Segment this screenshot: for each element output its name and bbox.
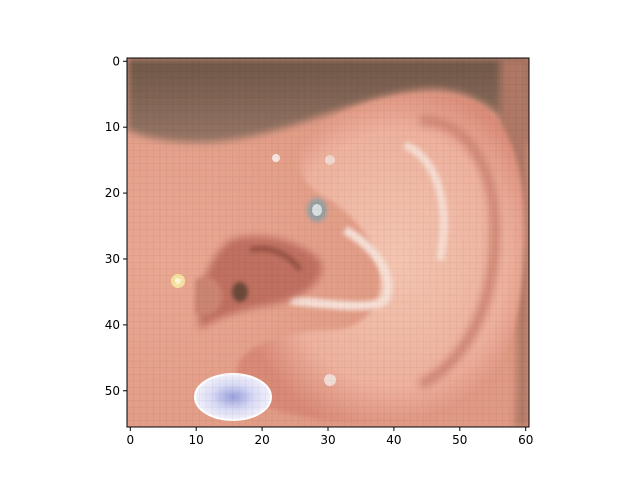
x-tick-label: 60 — [518, 433, 533, 447]
x-axis: 0 10 20 30 40 50 60 — [126, 427, 533, 447]
y-tick-label: 10 — [105, 120, 120, 134]
y-tick-label: 20 — [105, 186, 120, 200]
y-tick-label: 0 — [112, 54, 120, 68]
x-tick-label: 50 — [452, 433, 467, 447]
y-tick-label: 40 — [105, 318, 120, 332]
x-tick-label: 30 — [320, 433, 335, 447]
x-tick-label: 20 — [254, 433, 269, 447]
y-tick-label: 30 — [105, 252, 120, 266]
x-tick-label: 40 — [386, 433, 401, 447]
heatmap-image — [127, 58, 529, 427]
x-tick-label: 10 — [189, 433, 204, 447]
y-axis: 0 10 20 30 40 50 — [105, 54, 127, 398]
x-tick-label: 0 — [126, 433, 134, 447]
y-tick-label: 50 — [105, 384, 120, 398]
